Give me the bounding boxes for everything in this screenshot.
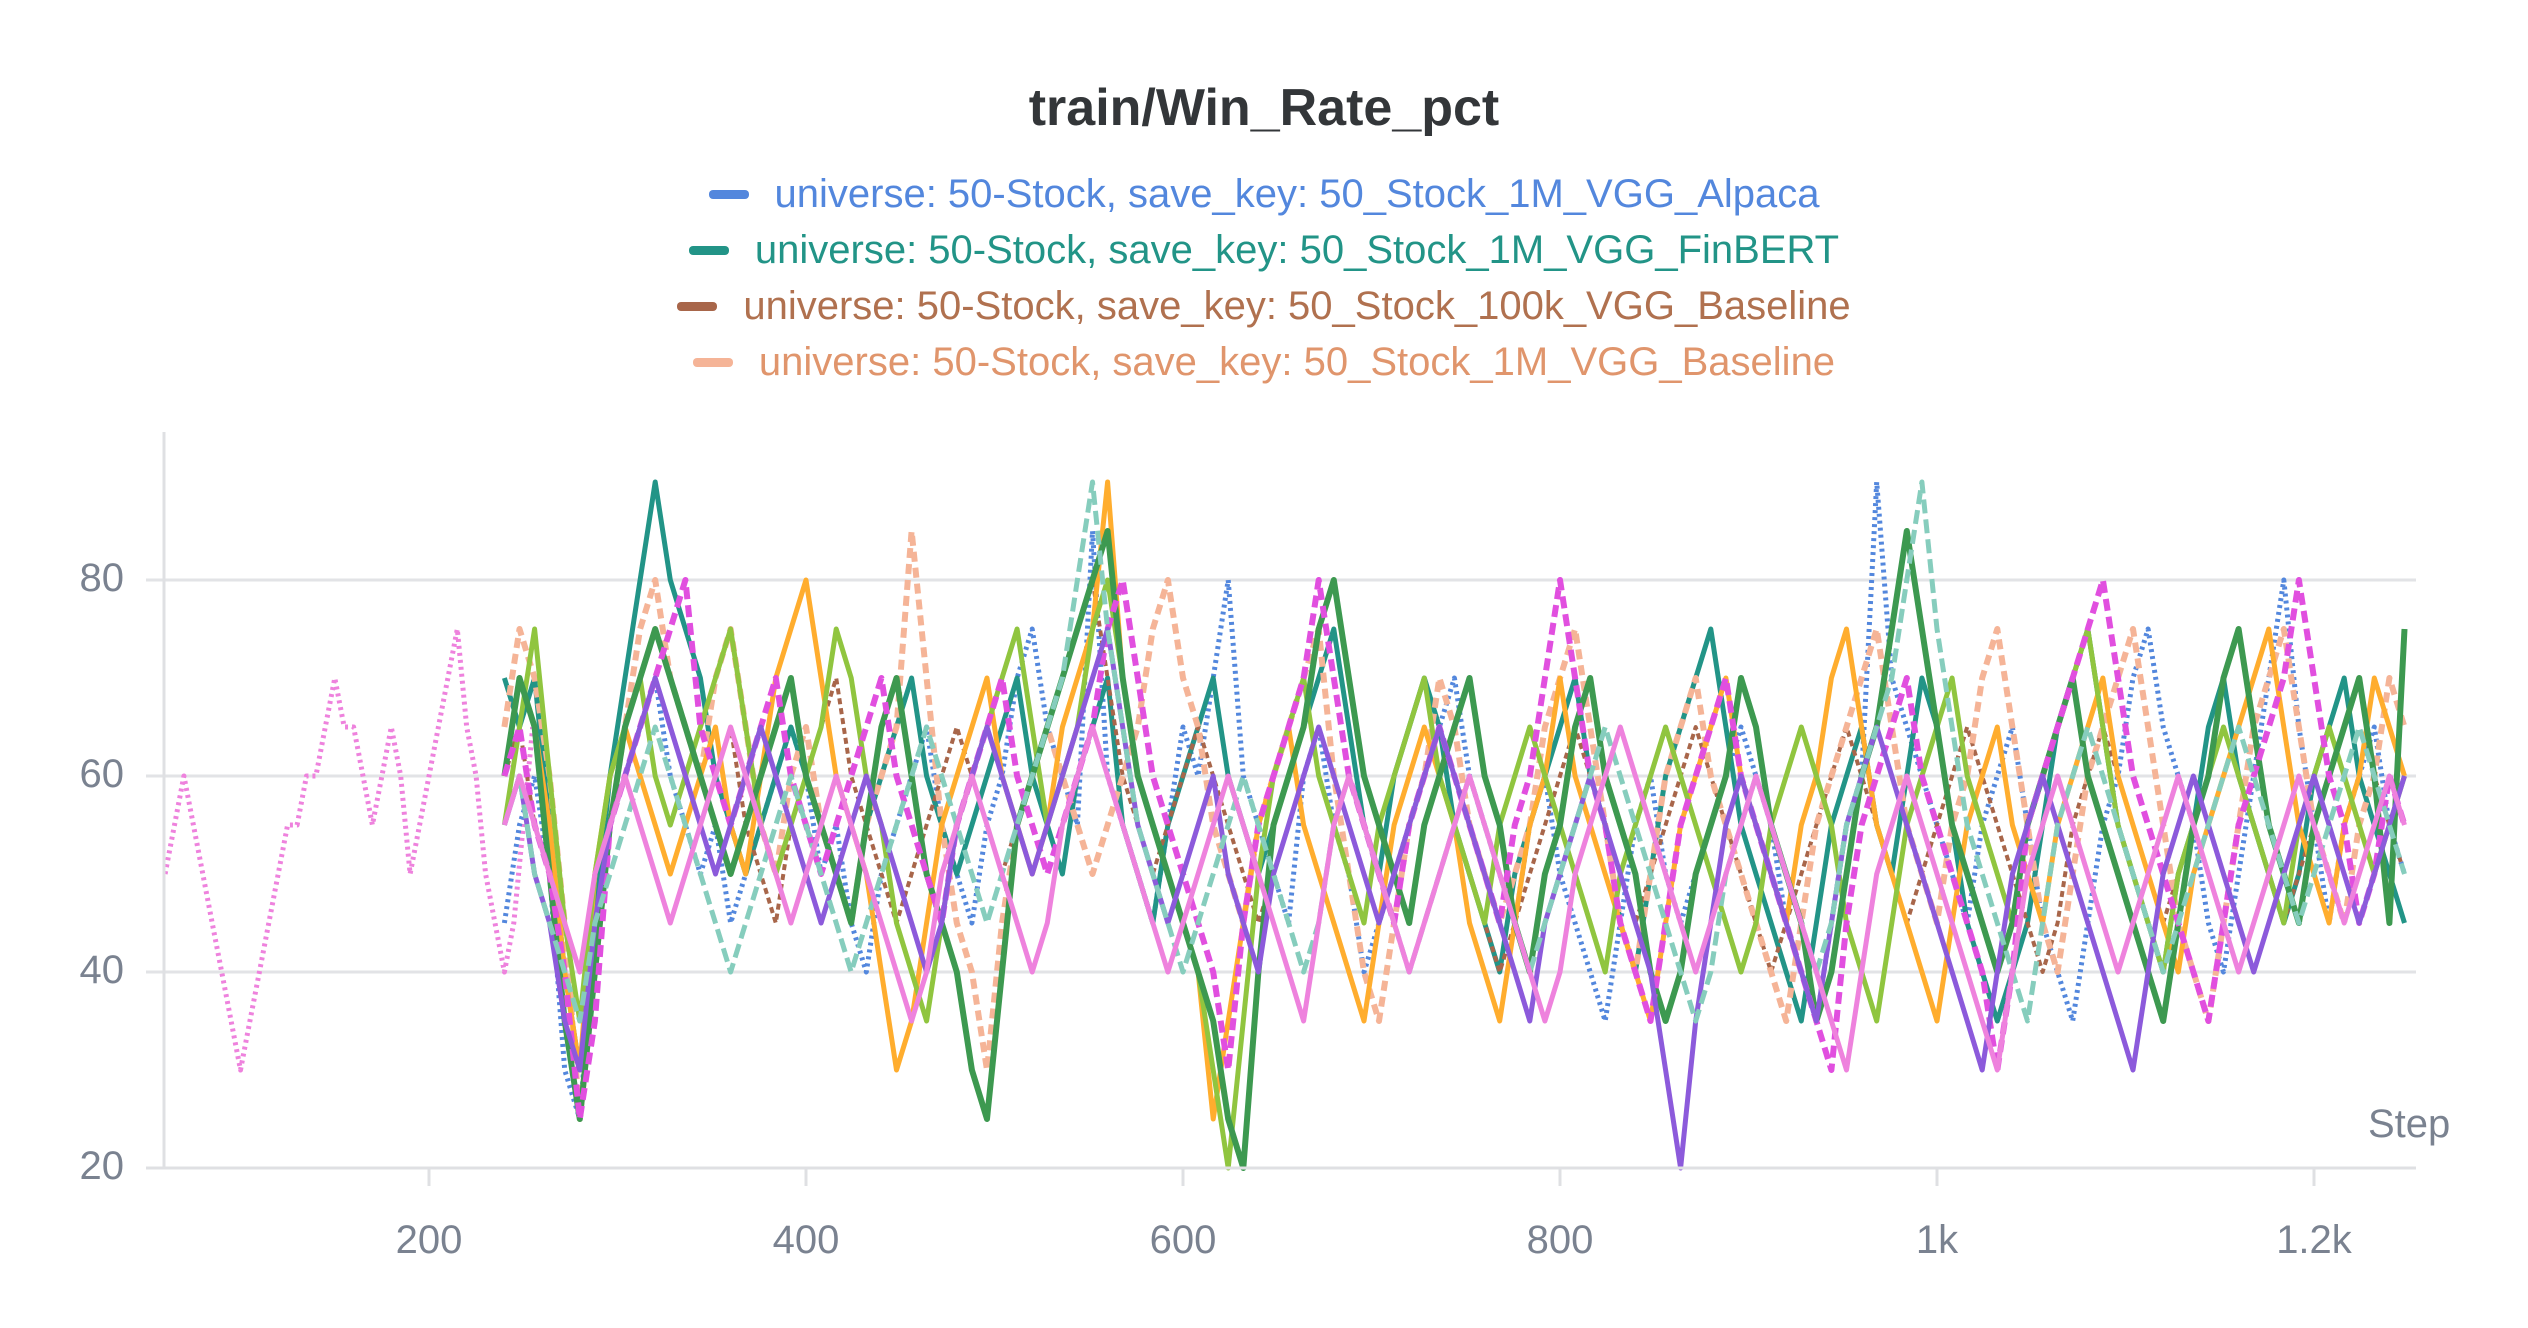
series-lines <box>162 479 2408 1171</box>
x-tick-label: 200 <box>395 1218 463 1262</box>
legend-item-finbert[interactable]: universe: 50-Stock, save_key: 50_Stock_1… <box>0 222 2528 278</box>
axes <box>146 432 2416 1186</box>
legend-swatch-icon <box>688 245 729 255</box>
legend-label: universe: 50-Stock, save_key: 50_Stock_1… <box>758 339 1836 384</box>
chart-legend: universe: 50-Stock, save_key: 50_Stock_1… <box>0 166 2528 390</box>
series-line[interactable] <box>502 626 2407 1171</box>
x-tick-label: 1k <box>1915 1218 1959 1262</box>
y-tick-label: 20 <box>79 1144 125 1188</box>
series-line[interactable] <box>501 577 2408 1122</box>
y-tick-label: 80 <box>79 556 125 600</box>
legend-label: universe: 50-Stock, save_key: 50_Stock_1… <box>743 283 1851 328</box>
legend-item-alpaca[interactable]: universe: 50-Stock, save_key: 50_Stock_1… <box>0 166 2528 222</box>
chart-title: train/Win_Rate_pct <box>1028 79 1500 137</box>
gridlines <box>146 578 2416 974</box>
x-axis-label: Step <box>2368 1102 2451 1146</box>
y-tick-label: 60 <box>79 752 125 796</box>
legend-item-100k-baseline[interactable]: universe: 50-Stock, save_key: 50_Stock_1… <box>0 278 2528 334</box>
x-tick-label: 1.2k <box>2276 1218 2352 1262</box>
series-line[interactable] <box>502 724 2407 1073</box>
legend-swatch-icon <box>708 189 749 199</box>
legend-label: universe: 50-Stock, save_key: 50_Stock_1… <box>774 171 1820 216</box>
y-tick-label: 40 <box>79 948 125 992</box>
legend-label: universe: 50-Stock, save_key: 50_Stock_1… <box>754 227 1840 272</box>
x-tick-label: 600 <box>1149 1218 1217 1262</box>
x-tick-label: 800 <box>1526 1218 1594 1262</box>
legend-item-1m-baseline[interactable]: universe: 50-Stock, save_key: 50_Stock_1… <box>0 334 2528 390</box>
x-tick-label: 400 <box>772 1218 840 1262</box>
series-line[interactable] <box>162 626 536 1073</box>
legend-swatch-icon <box>677 301 718 311</box>
legend-swatch-icon <box>692 357 733 367</box>
